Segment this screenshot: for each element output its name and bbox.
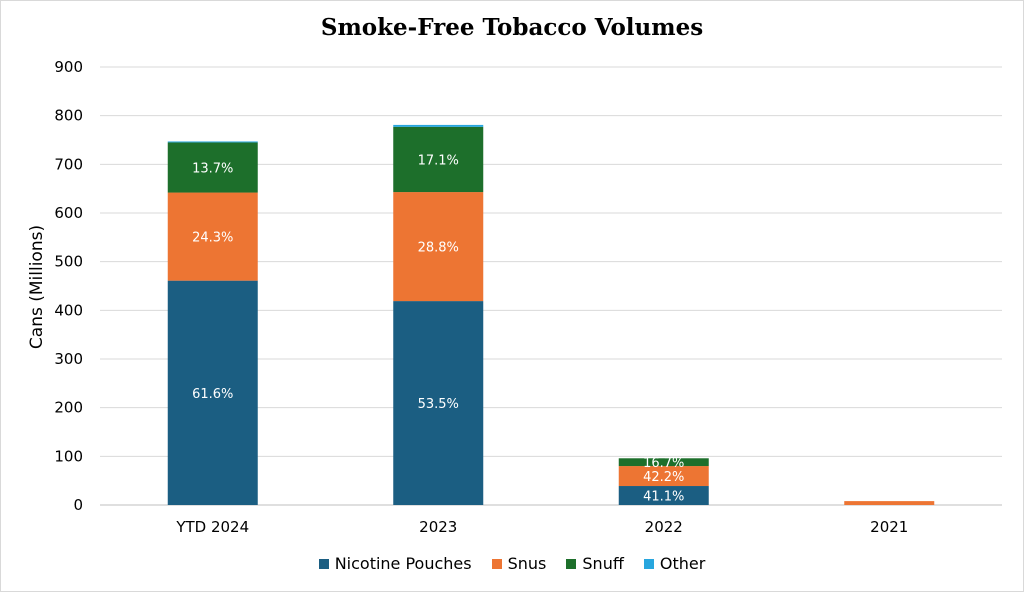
legend-swatch [491,558,502,569]
legend-label: Nicotine Pouches [334,554,472,573]
chart-title: Smoke-Free Tobacco Volumes [320,14,704,41]
legend-item: Other [643,554,706,573]
data-label: 42.2% [643,470,684,485]
legend-item: Snus [491,554,547,573]
y-tick-label: 100 [54,447,83,465]
bar-snus [844,501,935,505]
data-label: 53.5% [418,397,459,412]
data-label: 13.7% [192,161,233,176]
x-tick-label: 2023 [419,518,457,536]
data-label: 28.8% [418,241,459,256]
bar-snuff [167,142,258,193]
x-tick-label: YTD 2024 [175,518,249,536]
bar-other [393,124,484,127]
bar-other [167,141,258,143]
bar-snus [618,466,709,487]
legend-label: Snus [507,554,547,573]
bar-nicotine-pouches [167,280,258,505]
y-tick-label: 500 [54,253,83,271]
legend-swatch [643,558,654,569]
legend-label: Snuff [582,554,624,573]
bar-nicotine-pouches [393,301,484,505]
y-tick-label: 400 [54,301,83,319]
bar-snuff [618,458,709,467]
y-tick-label: 0 [73,496,83,514]
legend-item: Nicotine Pouches [318,554,472,573]
bar-nicotine-pouches [618,486,709,505]
legend-label: Other [659,554,706,573]
y-tick-label: 700 [54,155,83,173]
data-label: 16.7% [643,456,684,471]
y-axis-ticks: 0 100 200 300 400 500 600 700 800 900 [54,58,83,514]
data-label: 61.6% [192,387,233,402]
bars [167,124,935,505]
bar-snus [167,192,258,281]
y-tick-label: 200 [54,399,83,417]
data-label: 24.3% [192,231,233,246]
legend: Nicotine Pouches Snus Snuff Other [0,554,1024,573]
y-tick-label: 800 [54,107,83,125]
bar-snuff [393,126,484,193]
data-labels: 61.6% 24.3% 13.7% 53.5% 28.8% 17.1% 41.1% 42.2%… [192,153,684,504]
legend-swatch [318,558,329,569]
y-tick-label: 600 [54,204,83,222]
bar-snus [393,192,484,302]
data-label: 41.1% [643,490,684,505]
y-tick-label: 900 [54,58,83,76]
x-tick-label: 2021 [870,518,908,536]
legend-swatch [566,558,577,569]
data-label: 17.1% [418,153,459,168]
x-axis-ticks: YTD 2024 2023 2022 2021 [175,518,908,536]
y-axis-label: Cans (Millions) [27,225,47,349]
x-tick-label: 2022 [645,518,683,536]
y-tick-label: 300 [54,350,83,368]
legend-item: Snuff [566,554,624,573]
